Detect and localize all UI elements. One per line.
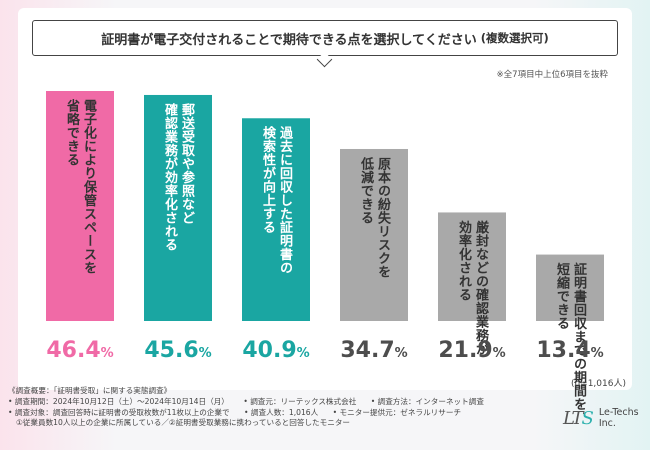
bar-label-4-2: 低減できる [358, 156, 375, 224]
value-label-3: 40.9% [242, 338, 309, 363]
logo-name: Le-Techs Inc. [598, 407, 639, 429]
value-label-5: 21.9% [438, 338, 505, 363]
value-label-2: 45.6% [144, 338, 211, 363]
company-logo: LTS Le-Techs Inc. [563, 407, 650, 429]
bar-label-3-2: 検索性が向上する [260, 126, 276, 235]
value-label-6: 13.4% [536, 338, 603, 363]
chart-card [18, 8, 632, 390]
chart-note: ※全7項目中上位6項目を抜粋 [496, 70, 608, 80]
bar-label-2-1: 郵送受取や参照など [179, 102, 196, 224]
bar-label-3-1: 過去に回収した証明書の [277, 126, 294, 275]
footer-org: • 調査元：リーテックス株式会社 [243, 396, 357, 406]
footer-target: • 調査対象：調査回答時に証明書の受取枚数が11枚以上の企業で [8, 407, 230, 417]
bar-4 [340, 148, 408, 321]
bar-label-6-1: 証明書回収までの期間を [571, 262, 587, 411]
bar-label-1-2: 省略できる [64, 98, 81, 166]
bar-label-5-2: 効率化される [456, 220, 472, 302]
survey-footer: 《調査概要：「証明書受取」に関する実態調査》 • 調査期間：2024年10月12… [8, 386, 548, 429]
bar-6 [536, 254, 604, 321]
bar-label-1-1: 電子化により保管スペースを [81, 99, 98, 275]
bar-1 [46, 91, 114, 321]
bar-3 [242, 118, 310, 321]
footer-count: • 調査人数：1,016人 [244, 407, 319, 417]
bar-label-4-1: 原本の紛失リスクを [375, 157, 391, 279]
bar-5 [438, 212, 506, 321]
bar-label-6-2: 短縮できる [554, 262, 570, 330]
chart-title: 証明書が電子交付されることで期待できる点を選択してください [101, 32, 477, 48]
bar-2 [144, 94, 212, 321]
value-label-4: 34.7% [340, 338, 407, 363]
footer-heading: 《調査概要：「証明書受取」に関する実態調査》 [8, 386, 172, 395]
logo-mark: LTS [563, 407, 594, 429]
chart-title-box: 証明書が電子交付されることで期待できる点を選択してください (複数選択可) [32, 20, 618, 56]
bar-label-2-2: 確認業務が効率化される [162, 102, 179, 251]
chart-title-sub: (複数選択可) [480, 31, 549, 45]
footer-period: • 調査期間：2024年10月12日（土）～2024年10月14日（月） [8, 396, 229, 406]
footer-conditions: ①従業員数10人以上の企業に所属している／②証明書受取業務に携わっていると回答し… [16, 418, 351, 428]
sample-size: (n=1,016人) [570, 379, 626, 389]
footer-provider: • モニター提供元：ゼネラルリサーチ [332, 407, 462, 417]
value-label-1: 46.4% [46, 338, 113, 363]
footer-method: • 調査方法：インターネット調査 [370, 396, 484, 406]
bar-label-5-1: 厳封などの確認業務が [473, 220, 490, 356]
